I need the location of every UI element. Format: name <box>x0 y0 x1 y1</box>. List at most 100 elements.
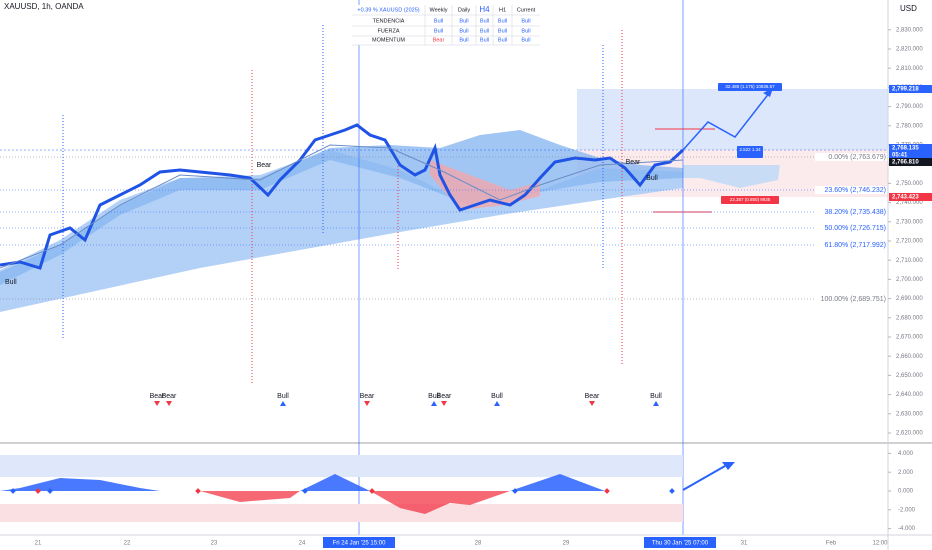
osc-tick-label: -2.000 <box>898 507 916 513</box>
fib-label: 0.00% (2,763.679) <box>828 154 886 161</box>
time-highlight <box>644 537 716 548</box>
price-label-bg <box>889 158 932 166</box>
time-label: 28 <box>475 541 482 547</box>
table-header: H1 <box>499 7 506 13</box>
price-tick-label: 2,700.000 <box>896 277 923 283</box>
price-label: 2,799.218 <box>892 87 919 93</box>
table-cell: Bull <box>480 18 489 24</box>
signal-label: Bear <box>437 393 452 400</box>
fib-label-bg <box>815 224 887 232</box>
price-tick-label: 2,620.000 <box>896 431 923 437</box>
fib-label-bg <box>815 295 887 303</box>
chart-label: Bear <box>626 159 641 166</box>
position-label-bg <box>737 146 763 158</box>
table-cell: Bull <box>459 18 468 24</box>
price-tick-label: 2,690.000 <box>896 296 923 302</box>
fib-label: 100.00% (2,689.751) <box>821 296 886 303</box>
time-label: 29 <box>563 541 570 547</box>
cloud-upper <box>0 130 683 285</box>
fib-label-bg <box>815 208 887 216</box>
table-cell: Bull <box>434 28 443 34</box>
osc-marker <box>512 488 518 494</box>
projection-cloud <box>683 165 780 188</box>
price-tick-label: 2,640.000 <box>896 392 923 398</box>
moving-average <box>0 144 684 269</box>
time-label: 23 <box>211 541 218 547</box>
table-cell: TENDENCIA <box>373 18 405 24</box>
time-label: Thu 30 Jan '25 07:00 <box>652 541 709 547</box>
time-label: 31 <box>741 541 748 547</box>
chart-label: Bull <box>646 175 658 182</box>
price-tick-label: 2,740.000 <box>896 200 923 206</box>
fib-label-bg <box>815 153 887 161</box>
price-tick-label: 2,730.000 <box>896 219 923 225</box>
signal-arrow <box>431 401 437 406</box>
table-cell: Bull <box>521 37 530 43</box>
table-cell: Bull <box>498 18 507 24</box>
price-label: 2,743.423 <box>892 195 919 201</box>
projection-arrow <box>682 91 771 151</box>
table-header: Current <box>517 7 536 13</box>
table-header: +0.39 % XAUUSD (2025) <box>357 7 419 13</box>
position-label: 2.522 1.34 <box>739 147 761 152</box>
time-highlight <box>323 537 395 548</box>
price-tick-label: 2,750.000 <box>896 181 923 187</box>
symbol-title: XAUUSD, 1h, OANDA <box>4 2 84 11</box>
table-cell: Bull <box>521 18 530 24</box>
position-label-bg <box>718 83 782 91</box>
osc-arrow <box>682 465 726 491</box>
signal-arrow <box>589 401 595 406</box>
osc-marker <box>604 488 610 494</box>
bear-cloud <box>430 160 540 210</box>
signal-arrow <box>280 401 286 406</box>
table-cell: FUERZA <box>378 28 400 34</box>
table-cell: Bull <box>521 28 530 34</box>
price-tick-label: 2,670.000 <box>896 335 923 341</box>
table-cell: Bull <box>459 37 468 43</box>
price-tick-label: 2,710.000 <box>896 258 923 264</box>
price-label-bg <box>889 193 932 201</box>
signal-label: Bull <box>428 393 440 400</box>
osc-marker <box>369 488 375 494</box>
price-path <box>0 123 685 270</box>
price-tick-label: 2,820.000 <box>896 47 923 53</box>
time-label: Feb <box>826 541 837 547</box>
signal-label: Bear <box>150 393 165 400</box>
signal-label: Bear <box>585 393 600 400</box>
price-tick-label: 2,720.000 <box>896 239 923 245</box>
table-header: H4 <box>479 5 490 14</box>
osc-lower-zone <box>0 504 683 522</box>
price-label: 2,768.135 <box>892 146 919 152</box>
osc-upper-zone <box>0 455 683 477</box>
osc-marker <box>669 488 675 494</box>
time-label: Fri 24 Jan '25 15:00 <box>333 541 387 547</box>
fib-label: 50.00% (2,726.715) <box>825 225 887 232</box>
position-label: 23.387 (0.850) 9935 <box>730 197 771 202</box>
price-label-bg <box>889 144 932 152</box>
position-label-bg <box>721 196 779 204</box>
signal-arrow <box>166 401 172 406</box>
price-label-bg <box>889 85 932 93</box>
osc-tick-label: -4.000 <box>898 526 916 532</box>
price-tick-label: 2,650.000 <box>896 373 923 379</box>
price-tick-label: 2,790.000 <box>896 104 923 110</box>
signal-label: Bull <box>491 393 503 400</box>
chart-label: Bull <box>5 279 17 286</box>
signal-arrow <box>653 401 659 406</box>
table-cell: Bear <box>433 37 445 43</box>
table-cell: Bull <box>480 28 489 34</box>
osc-marker <box>302 488 308 494</box>
time-label: 22 <box>124 541 131 547</box>
signal-label: Bear <box>162 393 177 400</box>
fib-label: 38.20% (2,735.438) <box>825 209 887 216</box>
signal-label: Bull <box>650 393 662 400</box>
time-label: 21 <box>35 541 42 547</box>
fib-label-bg <box>815 241 887 249</box>
osc-tick-label: 2.000 <box>898 470 914 476</box>
price-label-bg <box>889 151 932 159</box>
fib-label-bg <box>815 186 887 194</box>
price-label: 2,766.810 <box>892 160 919 166</box>
table-cell: MOMENTUM <box>372 37 405 43</box>
currency: USD <box>900 4 917 13</box>
